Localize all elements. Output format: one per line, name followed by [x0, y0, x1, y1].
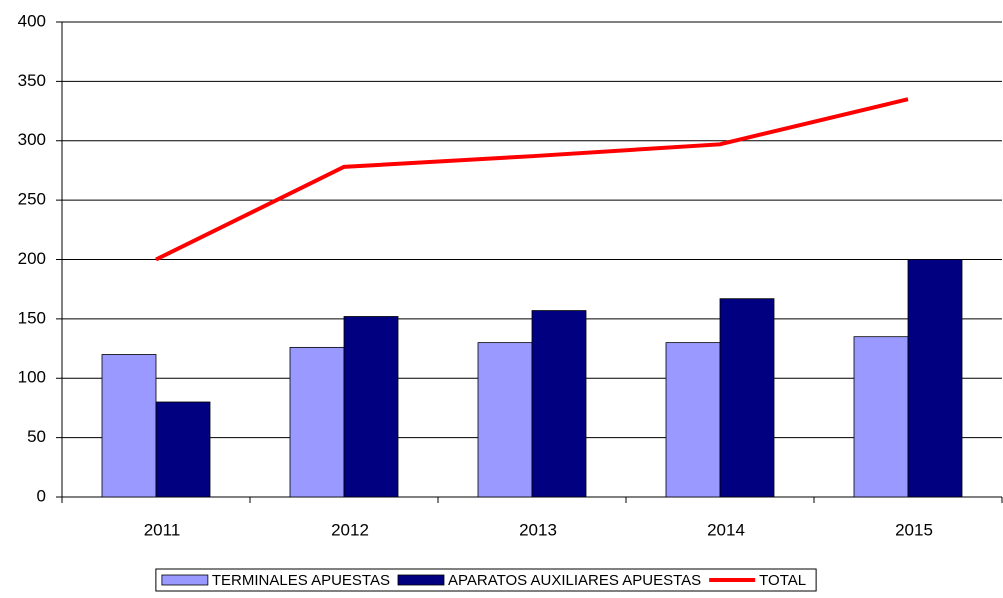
x-tick-label: 2012: [331, 520, 369, 539]
legend-label: TERMINALES APUESTAS: [212, 572, 390, 589]
line-series: [155, 97, 909, 262]
x-tick-label: 2013: [519, 520, 557, 539]
y-tick-label: 50: [27, 427, 46, 446]
x-tick-label: 2011: [144, 520, 181, 539]
y-tick-label: 200: [18, 249, 46, 268]
legend: TERMINALES APUESTAS APARATOS AUXILIARES A…: [155, 568, 817, 592]
bar: [719, 298, 775, 498]
legend-label: APARATOS AUXILIARES APUESTAS: [448, 572, 701, 589]
y-tick-label: 150: [18, 308, 46, 327]
y-tick-label: 400: [18, 11, 46, 30]
y-tick-label: 350: [18, 71, 46, 90]
bar: [343, 316, 399, 498]
bar: [101, 354, 157, 498]
y-tick-label: 250: [18, 190, 46, 209]
legend-label: TOTAL: [759, 572, 806, 589]
bar: [155, 401, 211, 498]
x-tick-label: 2015: [895, 520, 933, 539]
y-tick-label: 300: [18, 130, 46, 149]
x-tick-label: 2014: [707, 520, 745, 539]
bar: [531, 310, 587, 498]
y-tick-label: 0: [37, 486, 46, 505]
bar: [665, 342, 721, 498]
bar: [477, 342, 533, 498]
legend-swatch: [397, 574, 445, 586]
bar: [853, 336, 909, 498]
y-tick-label: 100: [18, 368, 46, 387]
legend-box: [155, 568, 817, 592]
bar: [907, 259, 963, 498]
bar: [289, 346, 345, 498]
legend-swatch: [161, 574, 209, 586]
